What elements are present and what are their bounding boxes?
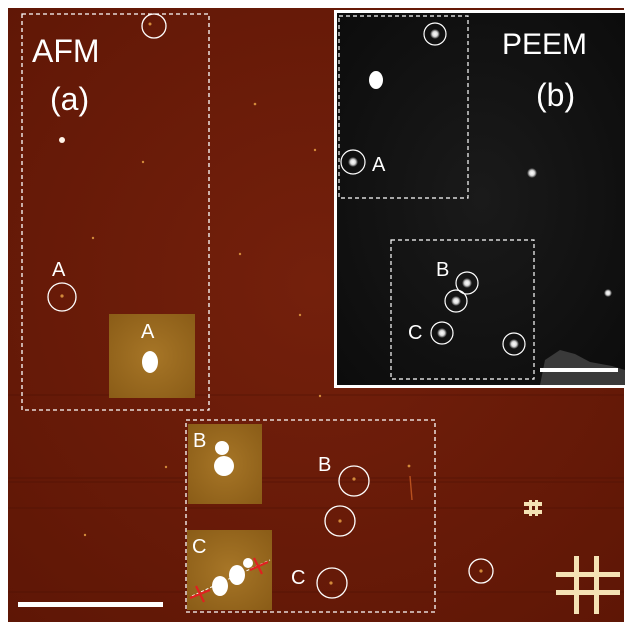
afm-label-c: C — [291, 567, 305, 589]
peem-marker — [502, 332, 526, 356]
afm-inset-c: C — [187, 530, 272, 610]
peem-spot-c — [437, 328, 447, 338]
peem-edge-patch — [540, 350, 625, 385]
afm-marker — [468, 558, 494, 584]
peem-marker-c — [430, 321, 454, 345]
peem-label-a: A — [372, 154, 386, 176]
afm-inset-label-c: C — [192, 536, 206, 558]
inset-particle-b-large — [214, 456, 234, 476]
particle — [352, 477, 356, 481]
peem-image — [337, 13, 625, 385]
inset-particle-b-small — [215, 441, 229, 455]
afm-marker-top — [141, 13, 167, 39]
peem-spot-b — [462, 278, 472, 288]
peem-marker — [444, 289, 468, 313]
particle — [141, 160, 145, 164]
particle — [164, 465, 168, 469]
peem-spot — [430, 29, 440, 39]
cross-mark — [249, 557, 269, 575]
particle — [238, 252, 242, 256]
afm-inset-a: A — [109, 314, 195, 398]
particle — [479, 569, 483, 573]
alignment-marks — [524, 500, 620, 614]
particle — [91, 236, 95, 240]
peem-scale-bar — [540, 368, 618, 372]
afm-marker — [324, 505, 356, 537]
peem-label-b: B — [436, 259, 449, 281]
particle — [407, 464, 411, 468]
particle — [318, 394, 322, 398]
afm-region-bc-outline — [185, 419, 436, 613]
particle — [83, 533, 87, 537]
afm-particles — [59, 22, 483, 585]
afm-label-b: B — [318, 454, 331, 476]
particle — [148, 22, 152, 26]
inset-particle-c2 — [229, 565, 245, 585]
afm-marker-c — [316, 567, 348, 599]
afm-region-a-outline — [21, 13, 210, 411]
particle — [253, 102, 257, 106]
afm-label-a: A — [52, 259, 66, 281]
particle — [313, 148, 317, 152]
inset-particle-a — [142, 351, 158, 373]
peem-spot — [509, 339, 519, 349]
peem-region-a-outline — [338, 15, 469, 199]
afm-marker-b — [338, 465, 370, 497]
afm-marker-a — [47, 282, 77, 312]
peem-panel-label: (b) — [536, 77, 575, 113]
particle — [338, 519, 342, 523]
particle — [59, 137, 65, 143]
inset-particle-c1 — [212, 576, 228, 596]
particle — [329, 581, 333, 585]
afm-title: AFM — [32, 33, 100, 69]
peem-spot-large — [369, 71, 383, 89]
afm-panel-label: (a) — [50, 81, 89, 117]
cross-mark — [189, 585, 211, 603]
peem-region-bc-outline — [390, 239, 535, 380]
afm-scale-bar — [18, 602, 163, 607]
peem-marker-b — [455, 271, 479, 295]
afm-inset-label-a: A — [141, 321, 155, 343]
peem-marker — [423, 22, 447, 46]
particle-streak — [409, 475, 413, 501]
inset-particle-c3 — [243, 558, 253, 568]
peem-spot-a — [348, 157, 358, 167]
peem-spot — [527, 168, 537, 178]
peem-label-c: C — [408, 322, 422, 344]
peem-title: PEEM — [502, 28, 587, 61]
peem-marker-a — [340, 149, 366, 175]
peem-spot — [451, 296, 461, 306]
afm-inset-label-b: B — [193, 430, 206, 452]
peem-panel: PEEM (b) A B C — [334, 10, 628, 388]
particle — [60, 294, 64, 298]
afm-inset-b: B — [188, 424, 262, 504]
peem-spot — [604, 289, 612, 297]
particle — [298, 313, 302, 317]
